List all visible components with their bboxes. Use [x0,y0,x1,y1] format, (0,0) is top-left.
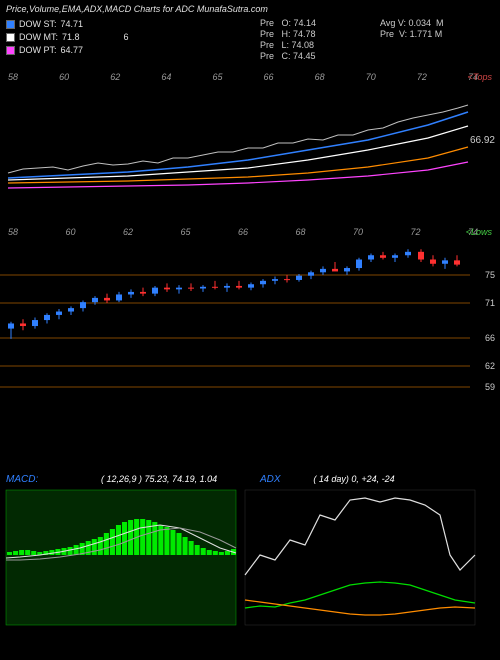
dow-st-swatch [6,20,15,29]
vol-stats: Avg V: 0.034 M Pre V: 1.771 M [380,18,444,40]
svg-text:58: 58 [8,227,18,237]
svg-text:60: 60 [66,227,76,237]
svg-text:60: 60 [59,72,69,82]
svg-text:75: 75 [485,270,495,280]
svg-text:66: 66 [264,72,274,82]
svg-text:58: 58 [8,72,18,82]
svg-text:62: 62 [485,361,495,371]
svg-text:68: 68 [315,72,325,82]
macd-title: MACD: ( 12,26,9 ) 75.23, 74.19, 1.04 [6,474,217,485]
svg-text:66: 66 [485,333,495,343]
dow-pt-swatch [6,46,15,55]
page-title: Price,Volume,EMA,ADX,MACD Charts for ADC… [6,4,268,14]
dow-st-row: DOW ST: 74.71 [6,18,129,31]
svg-text:64: 64 [161,72,171,82]
svg-text:65: 65 [181,227,192,237]
svg-text:<Tops: <Tops [468,72,493,82]
svg-text:72: 72 [411,227,421,237]
dow-pt-row: DOW PT: 64.77 [6,44,129,57]
indicator-legend: DOW ST: 74.71 DOW MT: 71.8 6 DOW PT: 64.… [6,18,129,57]
adx-title: ADX ( 14 day) 0, +24, -24 [260,474,395,485]
ohlc-stats: Pre O: 74.14 Pre H: 74.78 Pre L: 74.08 P… [260,18,316,62]
chart-canvas: 58606264656668707274<Tops66.925860626566… [0,0,500,660]
svg-text:70: 70 [366,72,376,82]
svg-text:72: 72 [417,72,427,82]
svg-text:62: 62 [110,72,120,82]
dow-mt-row: DOW MT: 71.8 6 [6,31,129,44]
svg-text:71: 71 [485,298,495,308]
svg-text:68: 68 [296,227,306,237]
svg-text:70: 70 [353,227,363,237]
svg-text:66.92: 66.92 [470,135,495,146]
svg-text:65: 65 [212,72,223,82]
svg-text:62: 62 [123,227,133,237]
svg-text:<Lows: <Lows [466,227,493,237]
dow-mt-swatch [6,33,15,42]
svg-text:59: 59 [485,382,495,392]
svg-text:66: 66 [238,227,248,237]
